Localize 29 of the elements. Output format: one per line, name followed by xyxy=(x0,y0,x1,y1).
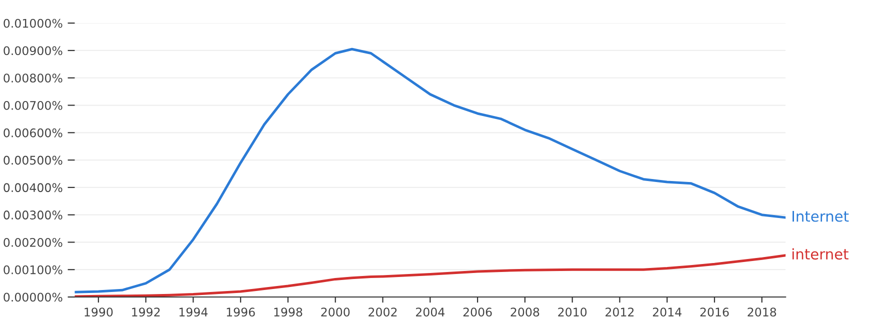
x-tick-label: 2010 xyxy=(558,308,587,317)
y-tick-label: 0.00100% xyxy=(4,265,62,274)
y-tick-label: 0.00800% xyxy=(4,74,62,83)
y-tick-label: 0.00700% xyxy=(4,100,62,110)
series-label: internet xyxy=(792,248,848,260)
x-tick-label: 2008 xyxy=(510,308,540,317)
y-tick-label: 0.00600% xyxy=(4,128,62,138)
line-series xyxy=(74,48,786,294)
x-tick-label: 1990 xyxy=(84,308,113,317)
x-tick-label: 2004 xyxy=(416,308,445,317)
x-tick-label: 1998 xyxy=(274,308,302,317)
x-tick-label: 2000 xyxy=(321,308,350,317)
x-tick-label: 1996 xyxy=(226,308,255,317)
y-tick-label: 0.00000% xyxy=(4,292,62,302)
y-tick-label: 0.00300% xyxy=(4,210,62,220)
x-tick-label: 1994 xyxy=(179,308,208,317)
x-tick-label: 1992 xyxy=(132,308,160,317)
x-tick-label: 2002 xyxy=(368,308,397,317)
x-tick-label: 2012 xyxy=(606,308,634,317)
series-label: Internet xyxy=(792,210,849,222)
x-tick-label: 2016 xyxy=(700,308,729,317)
y-tick-label: 0.00200% xyxy=(4,238,62,247)
y-tick-label: 0.01000% xyxy=(4,18,62,28)
y-tick-label: 0.00900% xyxy=(4,46,62,56)
y-tick-label: 0.00500% xyxy=(4,156,62,165)
x-tick-label: 2018 xyxy=(748,308,776,317)
x-tick-label: 2006 xyxy=(463,308,492,317)
x-tick-label: 2014 xyxy=(652,308,682,317)
y-tick-label: 0.00400% xyxy=(4,183,62,192)
